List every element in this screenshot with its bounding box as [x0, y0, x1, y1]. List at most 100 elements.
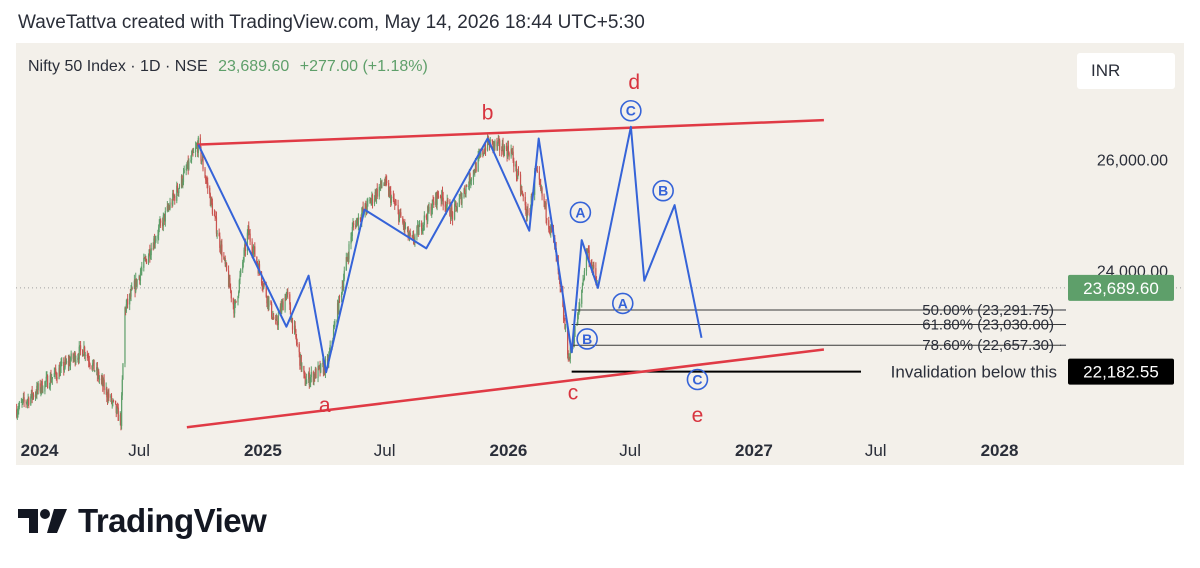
candle-body	[310, 377, 312, 382]
candle-body	[446, 199, 448, 207]
candle-body	[183, 169, 185, 173]
candle-body	[465, 185, 467, 194]
candle-body	[549, 230, 551, 232]
elliott-wave-path	[197, 125, 703, 374]
candle-body	[564, 320, 566, 329]
candle-body	[343, 279, 345, 288]
candle-body	[309, 381, 311, 386]
candle-body	[28, 398, 30, 405]
candle-body	[277, 323, 279, 326]
candle-body	[67, 360, 70, 366]
candle-body	[464, 193, 466, 195]
x-tick-label: Jul	[865, 441, 887, 460]
chart-attribution: WaveTattva created with TradingView.com,…	[18, 12, 645, 33]
candle-body	[320, 363, 322, 373]
candle-body	[428, 206, 430, 212]
x-tick-label: Jul	[619, 441, 641, 460]
candle-body	[550, 224, 552, 232]
candle-body	[69, 360, 72, 366]
wave-label-circle	[620, 99, 642, 122]
candle-body	[463, 189, 465, 197]
current-price-tag-text: 23,689.60	[1083, 279, 1159, 298]
candle-body	[61, 361, 63, 364]
candle-body	[493, 142, 495, 149]
wave-label-circled-C: C	[620, 99, 642, 122]
candle-body	[464, 189, 466, 194]
candle-body	[351, 226, 353, 237]
candle-body	[44, 381, 46, 392]
candle-body	[218, 233, 220, 237]
candle-body	[190, 154, 193, 161]
candle-body	[301, 366, 303, 370]
candle-body	[511, 149, 513, 153]
candle-body	[567, 354, 569, 360]
candle-body	[440, 197, 442, 201]
candle-body	[164, 211, 166, 222]
candle-body	[516, 176, 518, 178]
candle-body	[115, 404, 117, 413]
candle-body	[65, 359, 67, 363]
candle-body	[507, 145, 510, 153]
candle-body	[281, 301, 283, 305]
fib-level-label: 61.80% (23,030.00)	[922, 317, 1054, 334]
candle-body	[108, 393, 110, 398]
tradingview-logo-icon	[18, 509, 67, 533]
candle-body	[337, 303, 339, 314]
price-chart[interactable]: 50.00% (23,291.75)61.80% (23,030.00) 78.6…	[16, 43, 1184, 465]
wave-label-circle	[686, 368, 709, 391]
candle-body	[295, 329, 297, 338]
candle-body	[69, 359, 71, 366]
tradingview-logo[interactable]: TradingView	[18, 502, 267, 540]
candle-body	[338, 296, 341, 298]
candle-body	[202, 158, 204, 169]
candle-body	[508, 152, 510, 157]
candle-body	[573, 336, 575, 344]
candle-body	[111, 402, 113, 404]
candle-body	[355, 221, 357, 228]
candle-body	[211, 197, 213, 204]
candle-body	[279, 306, 281, 316]
candle-body	[439, 197, 442, 198]
last-price: 23,689.60	[218, 58, 290, 75]
candle-body	[32, 394, 35, 398]
candle-body	[498, 139, 500, 141]
candle-body	[379, 186, 381, 188]
candle-body	[581, 285, 584, 290]
candle-body	[46, 375, 48, 377]
invalidation-price-tag: 22,182.55	[1068, 358, 1174, 385]
candle-body	[121, 395, 123, 426]
candle-body	[359, 217, 362, 220]
candle-body	[192, 151, 195, 153]
candle-body	[70, 353, 72, 361]
candle-body	[112, 400, 114, 403]
candle-body	[188, 161, 190, 170]
candle-body	[373, 198, 376, 204]
candle-body	[153, 238, 155, 250]
chart-frame[interactable]: 50.00% (23,291.75) 61.80% (23,030.00) 78.6…	[16, 43, 1184, 465]
candle-body	[84, 346, 86, 355]
currency-selector[interactable]: INR	[1077, 53, 1175, 89]
candle-body	[544, 202, 547, 207]
candle-body	[524, 196, 526, 206]
candle-body	[215, 217, 218, 234]
candle-body	[124, 307, 126, 364]
candle-body	[499, 140, 501, 151]
candle-body	[351, 236, 353, 237]
candle-body	[564, 326, 567, 329]
candle-body	[155, 238, 157, 241]
wave-label-circle	[576, 328, 598, 350]
candle-body	[477, 155, 479, 172]
candle-body	[205, 177, 207, 181]
candle-body	[427, 206, 429, 222]
candle-body	[441, 190, 444, 198]
candle-body	[276, 317, 278, 324]
candle-body	[348, 244, 350, 259]
candle-body	[271, 303, 273, 318]
candle-body	[42, 391, 44, 393]
candle-body	[525, 213, 528, 218]
candle-body	[154, 240, 156, 244]
candle-body	[454, 202, 456, 204]
candle-body	[205, 180, 207, 182]
candle-body	[381, 185, 383, 187]
candle-body	[426, 217, 428, 222]
